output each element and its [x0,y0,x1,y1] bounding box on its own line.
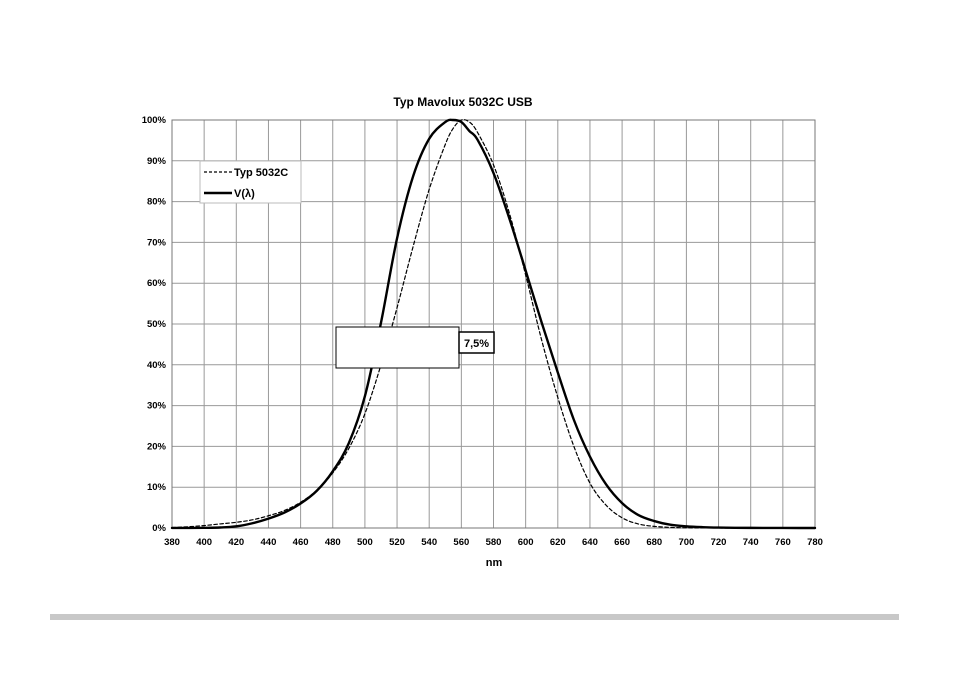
y-tick-label-7: 70% [147,237,167,248]
x-tick-label-15: 680 [646,537,662,548]
x-tick-label-16: 700 [678,537,694,548]
x-tick-label-13: 640 [582,537,598,548]
chart-title: Typ Mavolux 5032C USB [393,95,532,109]
x-tick-label-0: 380 [164,537,180,548]
series-layer [170,118,817,530]
y-tick-label-9: 90% [147,156,167,167]
y-tick-label-8: 80% [147,197,167,208]
y-tick-label-1: 10% [147,482,167,493]
x-tick-label-8: 540 [421,537,437,548]
legend-box [199,160,302,204]
x-tick-label-11: 600 [518,537,534,548]
x-tick-label-5: 480 [325,537,341,548]
y-tick-label-3: 30% [147,401,167,412]
x-tick-label-6: 500 [357,537,373,548]
annotation-box [458,331,495,354]
x-tick-label-3: 440 [261,537,277,548]
legend: Typ 5032C V(λ) [199,160,302,204]
x-tick-label-18: 740 [743,537,759,548]
plot-area-frame [171,119,816,529]
annotation-label: 7,5% [464,338,489,350]
y-tick-label-6: 60% [147,278,167,289]
x-tick-label-1: 400 [196,537,212,548]
x-axis-label: nm [486,557,503,569]
legend-label-1: V(λ) [234,188,255,200]
footer-divider [50,614,899,620]
y-axis: 0% 10% 20% 30% 40% 50% 60% 70% 80% 90% 100% [142,115,167,534]
annotation-blank-box [335,326,460,369]
y-tick-label-5: 50% [147,319,167,330]
x-tick-label-17: 720 [711,537,727,548]
x-tick-label-2: 420 [228,537,244,548]
legend-label-0: Typ 5032C [234,167,288,179]
x-tick-label-9: 560 [453,537,469,548]
y-tick-label-4: 40% [147,360,167,371]
x-tick-label-19: 760 [775,537,791,548]
y-tick-label-2: 20% [147,441,167,452]
x-tick-label-20: 780 [807,537,823,548]
x-tick-label-4: 460 [293,537,309,548]
x-axis: 380 400 420 440 460 480 500 520 540 560 580 600 620 6… [164,537,823,548]
y-tick-label-0: 0% [152,523,166,534]
series-line-1 [170,118,817,530]
x-tick-label-12: 620 [550,537,566,548]
x-tick-label-7: 520 [389,537,405,548]
grid [171,119,816,529]
y-tick-label-10: 100% [142,115,167,126]
x-tick-label-14: 660 [614,537,630,548]
x-tick-label-10: 580 [486,537,502,548]
